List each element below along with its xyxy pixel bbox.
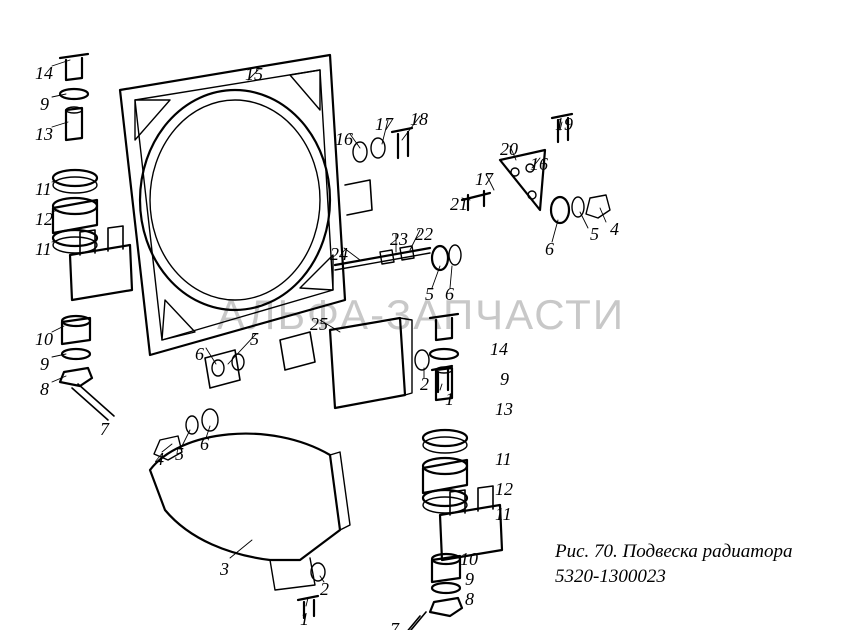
callout-11: 11 <box>35 240 52 258</box>
callout-25: 25 <box>310 315 328 333</box>
caption-line2: 5320-1300023 <box>555 566 666 587</box>
callout-13: 13 <box>495 400 513 418</box>
callout-17: 17 <box>475 170 493 188</box>
callout-6: 6 <box>200 435 209 453</box>
callout-9: 9 <box>500 370 509 388</box>
callout-5: 5 <box>425 285 434 303</box>
callout-18: 18 <box>410 110 428 128</box>
callout-6: 6 <box>445 285 454 303</box>
callout-9: 9 <box>465 570 474 588</box>
callout-12: 12 <box>495 480 513 498</box>
callout-11: 11 <box>495 450 512 468</box>
diagram-page: АЛЬФА-ЗАПЧАСТИ <box>0 0 842 630</box>
callout-21: 21 <box>450 195 468 213</box>
callout-16: 16 <box>335 130 353 148</box>
figure-caption: Рис. 70. Подвеска радиатора 5320-1300023 <box>555 540 792 589</box>
callout-15: 15 <box>245 65 263 83</box>
callout-5: 5 <box>175 445 184 463</box>
callout-20: 20 <box>500 140 518 158</box>
callout-2: 2 <box>320 580 329 598</box>
callout-1: 1 <box>300 610 309 628</box>
callout-17: 17 <box>375 115 393 133</box>
callout-5: 5 <box>590 225 599 243</box>
callout-8: 8 <box>465 590 474 608</box>
callout-6: 6 <box>545 240 554 258</box>
diagram-svg <box>0 0 842 630</box>
callout-23: 23 <box>390 230 408 248</box>
callout-3: 3 <box>220 560 229 578</box>
callout-13: 13 <box>35 125 53 143</box>
callout-19: 19 <box>555 115 573 133</box>
callout-11: 11 <box>35 180 52 198</box>
callout-7: 7 <box>390 620 399 630</box>
callout-22: 22 <box>415 225 433 243</box>
callout-10: 10 <box>35 330 53 348</box>
callout-24: 24 <box>330 245 348 263</box>
callout-1: 1 <box>445 390 454 408</box>
caption-line1: Рис. 70. Подвеска радиатора <box>555 541 792 562</box>
callout-11: 11 <box>495 505 512 523</box>
callout-14: 14 <box>35 64 53 82</box>
callout-8: 8 <box>40 380 49 398</box>
callout-10: 10 <box>460 550 478 568</box>
callout-6: 6 <box>195 345 204 363</box>
callout-4: 4 <box>610 220 619 238</box>
callout-2: 2 <box>420 375 429 393</box>
callout-14: 14 <box>490 340 508 358</box>
callout-9: 9 <box>40 95 49 113</box>
callout-16: 16 <box>530 155 548 173</box>
callout-5: 5 <box>250 330 259 348</box>
callout-12: 12 <box>35 210 53 228</box>
callout-4: 4 <box>155 450 164 468</box>
callout-7: 7 <box>100 420 109 438</box>
callout-9: 9 <box>40 355 49 373</box>
